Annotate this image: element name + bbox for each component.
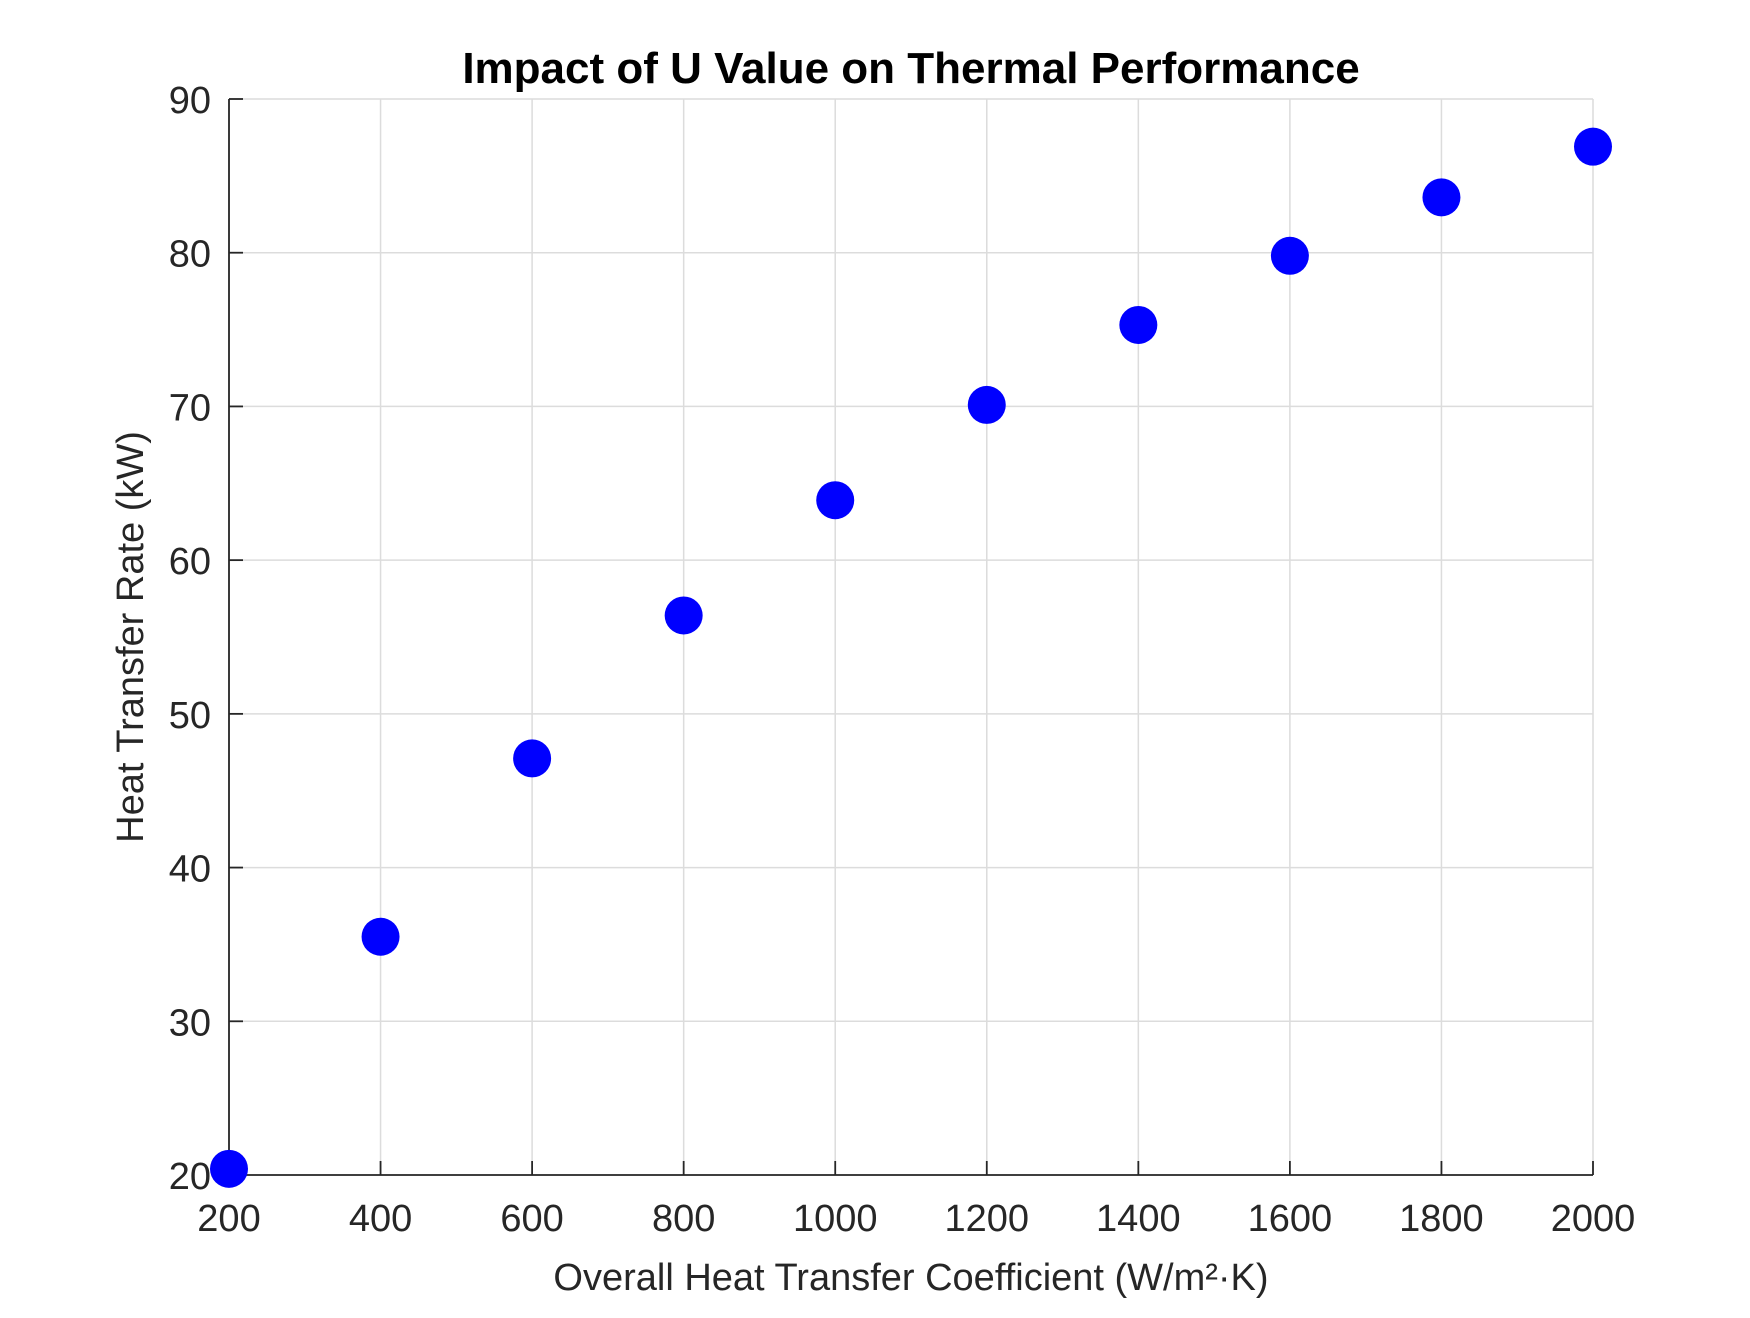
data-point xyxy=(210,1149,248,1188)
y-tick-label: 80 xyxy=(169,234,211,276)
x-tick-label: 800 xyxy=(652,1198,715,1240)
data-point xyxy=(513,739,552,778)
x-tick-label: 1000 xyxy=(793,1198,878,1240)
data-point xyxy=(967,385,1006,424)
x-tick-label: 1800 xyxy=(1399,1198,1484,1240)
y-tick-label: 30 xyxy=(169,1002,211,1044)
x-tick-label: 1400 xyxy=(1096,1198,1181,1240)
data-point xyxy=(816,481,855,520)
data-point xyxy=(664,596,703,635)
x-tick-label: 400 xyxy=(349,1198,412,1240)
y-tick-label: 70 xyxy=(169,387,211,429)
y-tick-label: 20 xyxy=(169,1156,211,1198)
axes xyxy=(228,99,1593,1176)
x-axis-label: Overall Heat Transfer Coefficient (W/m²·… xyxy=(553,1257,1268,1299)
y-tick-label: 50 xyxy=(169,695,211,737)
y-axis-label: Heat Transfer Rate (kW) xyxy=(110,431,152,843)
x-tick-label: 2000 xyxy=(1551,1198,1636,1240)
data-point xyxy=(1422,178,1461,217)
data-point xyxy=(1270,236,1309,275)
data-points xyxy=(210,127,1612,1188)
x-tick-label: 600 xyxy=(500,1198,563,1240)
data-point xyxy=(1574,127,1612,166)
data-point xyxy=(1119,305,1158,344)
data-point xyxy=(361,917,400,956)
x-tick-label: 1200 xyxy=(945,1198,1030,1240)
y-tick-label: 90 xyxy=(169,80,211,122)
ticks: 200 400 600 800 1000 1200 1400 1600 1800 2000 20 30… xyxy=(169,80,1636,1240)
x-tick-label: 200 xyxy=(197,1198,260,1240)
chart-title: Impact of U Value on Thermal Performance xyxy=(462,44,1359,93)
y-tick-label: 40 xyxy=(169,849,211,891)
y-tick-label: 60 xyxy=(169,541,211,583)
x-tick-label: 1600 xyxy=(1248,1198,1333,1240)
